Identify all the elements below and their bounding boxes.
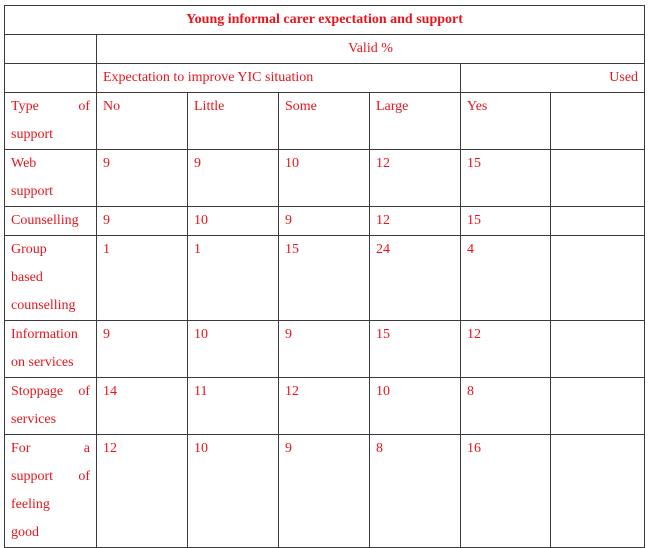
cell-little: 1: [187, 235, 279, 321]
cell-large: 24: [369, 235, 461, 321]
column-header-large: Large: [369, 92, 461, 150]
cell-some: 12: [278, 377, 370, 435]
cell-large: 15: [369, 320, 461, 378]
cell-no: 9: [96, 320, 188, 378]
cell-yes: 15: [460, 149, 551, 207]
empty-cell: [549, 92, 646, 150]
expectation-header: Expectation to improve YIC situation: [96, 63, 461, 93]
cell-little: 10: [187, 206, 279, 236]
column-header-yes: Yes: [460, 92, 551, 150]
cell-yes: 8: [460, 377, 551, 435]
cell-no: 12: [96, 434, 188, 548]
empty-cell: [549, 149, 646, 207]
cell-no: 9: [96, 206, 188, 236]
cell-large: 12: [369, 149, 461, 207]
cell-yes: 16: [460, 434, 551, 548]
cell-little: 9: [187, 149, 279, 207]
table-row: Information on services 9 10 9 15 12: [4, 320, 646, 378]
row-label: Group based counselling: [4, 235, 97, 321]
cell-some: 9: [278, 320, 370, 378]
column-header-little: Little: [187, 92, 279, 150]
table-row: Counselling 9 10 9 12 15: [4, 206, 646, 236]
empty-cell: [4, 34, 97, 64]
table-row: Web support 9 9 10 12 15: [4, 149, 646, 207]
empty-cell: [549, 320, 646, 378]
table-title: Young informal carer expectation and sup…: [3, 5, 646, 35]
row-label: Web support: [4, 149, 97, 207]
empty-cell: [549, 206, 646, 236]
cell-no: 1: [96, 235, 188, 321]
cell-large: 12: [369, 206, 461, 236]
row-label: Counselling: [4, 206, 97, 236]
column-header-some: Some: [278, 92, 370, 150]
support-word: support: [11, 127, 53, 142]
cell-some: 9: [278, 434, 370, 548]
table-row: Group based counselling 1 1 15 24 4: [4, 235, 646, 321]
row-label: Information on services: [4, 320, 97, 378]
row-label: For a support of feeling good: [4, 434, 97, 548]
cell-some: 10: [278, 149, 370, 207]
valid-percent-header: Valid %: [95, 34, 646, 64]
table-row: Stoppage of services 14 11 12 10 8: [4, 377, 646, 435]
of-word: of: [78, 99, 90, 114]
cell-no: 14: [96, 377, 188, 435]
cell-yes: 15: [460, 206, 551, 236]
used-header: Used: [459, 63, 646, 93]
column-header-no: No: [96, 92, 188, 150]
table-row: For a support of feeling good 12 10 9 8 16: [4, 434, 646, 548]
column-header-type: Type of support: [4, 92, 97, 150]
empty-cell: [549, 377, 646, 435]
cell-yes: 12: [460, 320, 551, 378]
cell-large: 10: [369, 377, 461, 435]
cell-large: 8: [369, 434, 461, 548]
cell-little: 11: [187, 377, 279, 435]
row-label: Stoppage of services: [4, 377, 97, 435]
type-word: Type: [11, 99, 39, 114]
cell-some: 15: [278, 235, 370, 321]
cell-no: 9: [96, 149, 188, 207]
cell-some: 9: [278, 206, 370, 236]
cell-little: 10: [187, 434, 279, 548]
empty-cell: [4, 63, 97, 93]
empty-cell: [549, 434, 646, 548]
cell-little: 10: [187, 320, 279, 378]
empty-cell: [549, 235, 646, 321]
carer-support-table: Young informal carer expectation and sup…: [3, 5, 646, 548]
cell-yes: 4: [460, 235, 551, 321]
